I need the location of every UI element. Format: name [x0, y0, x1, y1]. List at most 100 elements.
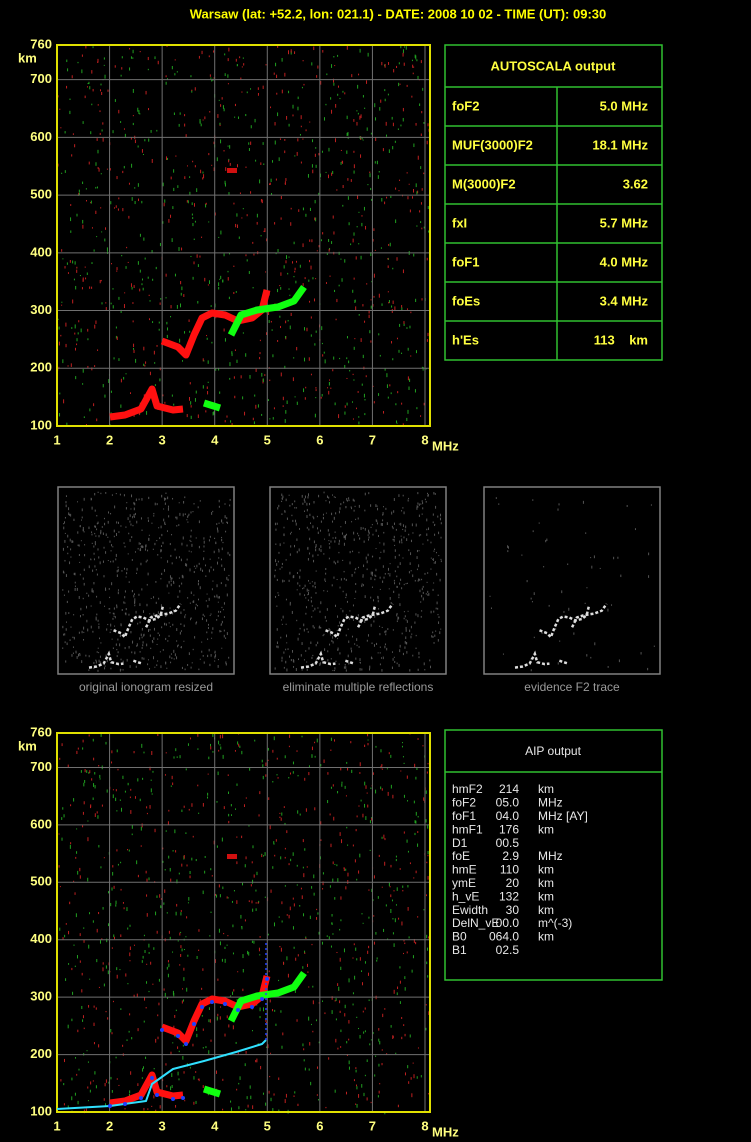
noise-dot: [149, 318, 150, 320]
noise-dot: [395, 188, 396, 190]
thumb-dot: [70, 514, 71, 517]
thumb-dot: [399, 541, 400, 544]
noise-dot: [256, 872, 257, 875]
thumb-dot: [323, 635, 324, 636]
thumb-dot: [394, 582, 395, 584]
noise-dot: [261, 414, 262, 416]
noise-dot: [428, 851, 429, 854]
noise-dot: [209, 1007, 210, 1010]
noise-dot: [365, 816, 366, 820]
thumb-dot: [298, 638, 299, 641]
thumb-dot: [71, 540, 72, 543]
thumb-dot: [63, 523, 64, 524]
thumb-dot: [143, 634, 144, 636]
thumb-dot: [302, 588, 303, 589]
param-value: 4.0 MHz: [600, 254, 649, 269]
thumb-dot: [280, 637, 281, 639]
noise-dot: [378, 333, 379, 335]
noise-dot: [315, 200, 316, 203]
noise-dot: [160, 1105, 161, 1108]
thumb-dot: [389, 588, 390, 589]
noise-dot: [62, 258, 63, 259]
thumb-dot: [132, 642, 133, 644]
noise-dot: [341, 784, 342, 787]
thumb-dot: [418, 669, 419, 671]
noise-dot: [75, 348, 76, 351]
noise-dot: [290, 907, 291, 911]
noise-dot: [99, 987, 100, 988]
thumb-dot: [346, 534, 347, 536]
thumb-dot: [81, 660, 82, 663]
noise-dot: [164, 988, 165, 990]
noise-dot: [146, 1007, 147, 1008]
thumb-dot: [344, 666, 345, 668]
noise-dot: [148, 139, 149, 142]
thumb-dot: [608, 666, 609, 668]
noise-dot: [131, 283, 132, 287]
thumb-dot: [286, 635, 287, 638]
noise-dot: [89, 162, 90, 165]
noise-dot: [220, 104, 221, 107]
noise-dot: [191, 803, 192, 807]
thumb-dot: [613, 557, 614, 559]
noise-dot: [116, 901, 117, 905]
noise-dot: [328, 175, 329, 179]
thumb-dot: [620, 575, 621, 577]
noise-dot: [121, 889, 122, 891]
thumb-dot: [142, 644, 143, 646]
thumb-dot: [121, 659, 122, 661]
thumb-dot: [140, 651, 141, 653]
noise-dot: [222, 1109, 223, 1111]
thumb-dot: [216, 619, 217, 621]
thumb-dot: [438, 616, 439, 618]
thumb-dot: [221, 631, 222, 632]
noise-dot: [93, 403, 94, 406]
noise-dot: [344, 412, 345, 415]
param-name: foEs: [452, 293, 480, 308]
noise-dot: [357, 85, 358, 89]
noise-dot: [82, 55, 83, 57]
thumb-dot: [387, 522, 388, 525]
noise-dot: [83, 783, 84, 787]
noise-dot: [177, 71, 178, 72]
thumb-dot: [433, 521, 434, 523]
thumb-dot: [171, 657, 172, 659]
noise-dot: [237, 999, 238, 1000]
noise-dot: [314, 893, 315, 896]
noise-dot: [393, 932, 394, 934]
thumb-dot: [543, 566, 544, 567]
noise-dot: [104, 857, 105, 858]
thumb-dot: [70, 548, 71, 550]
thumb-dot: [91, 534, 92, 536]
noise-dot: [261, 235, 262, 236]
thumb-dot: [77, 656, 78, 659]
noise-dot: [151, 1106, 152, 1107]
noise-dot: [256, 902, 257, 903]
thumb-dot: [173, 650, 174, 653]
noise-dot: [217, 157, 218, 161]
thumb-dot: [313, 625, 314, 627]
thumb-dot: [156, 540, 157, 541]
thumb-dot: [115, 558, 116, 560]
noise-dot: [134, 285, 135, 288]
noise-dot: [141, 201, 142, 203]
thumb-dot: [125, 526, 126, 527]
thumb-dot: [278, 505, 279, 507]
noise-dot: [81, 989, 82, 992]
thumb-dot: [583, 501, 584, 504]
thumb-dot: [215, 651, 216, 654]
noise-dot: [416, 812, 417, 816]
noise-dot: [416, 350, 417, 353]
thumb-dot: [157, 554, 158, 556]
thumb-dot: [187, 597, 188, 598]
noise-dot: [197, 734, 198, 737]
thumb-dot: [205, 565, 206, 567]
noise-dot: [341, 839, 342, 843]
model-dot: [260, 997, 264, 1001]
noise-dot: [237, 224, 238, 227]
noise-dot: [373, 228, 374, 231]
noise-dot: [261, 854, 262, 855]
thumb-dot: [225, 637, 226, 638]
noise-dot: [395, 219, 396, 223]
noise-dot: [222, 887, 223, 890]
